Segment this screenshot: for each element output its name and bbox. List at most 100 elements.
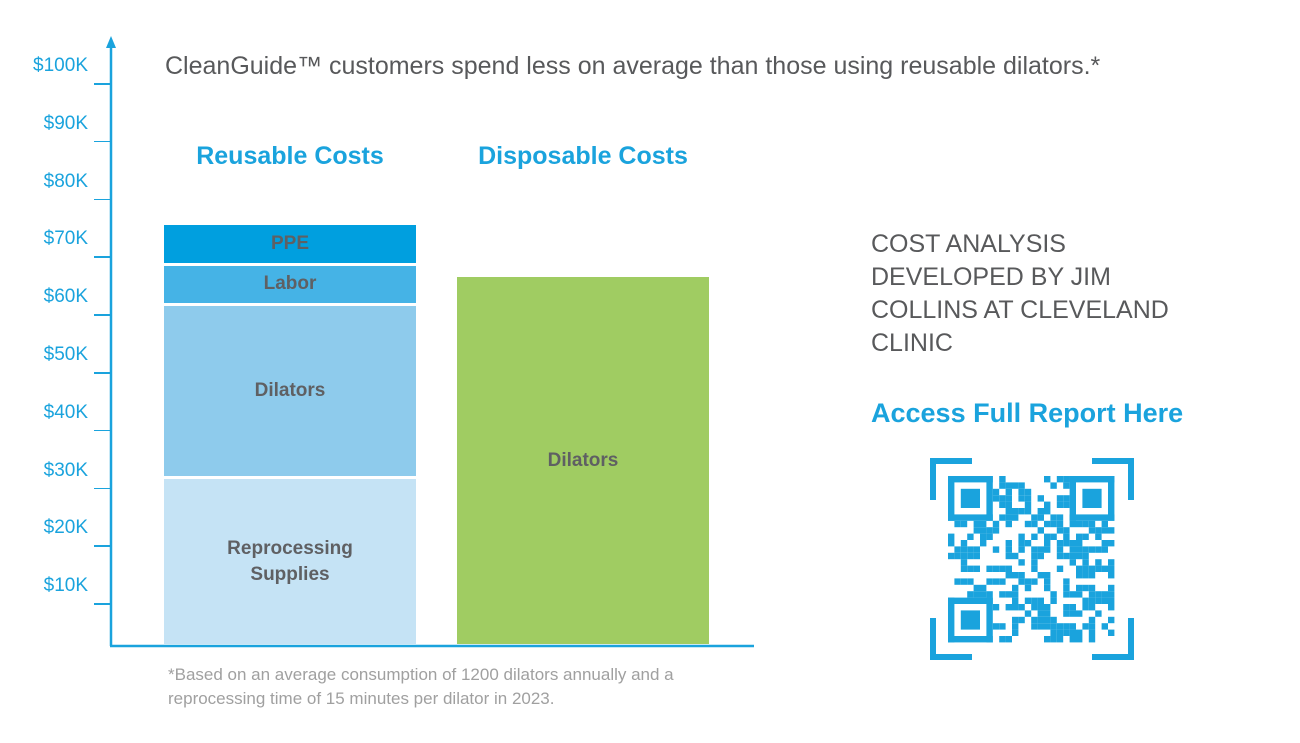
qr-module bbox=[1018, 578, 1025, 585]
qr-module bbox=[1063, 533, 1070, 540]
qr-finder bbox=[1082, 488, 1102, 508]
report-link[interactable]: Access Full Report Here bbox=[871, 398, 1184, 428]
qr-module bbox=[1018, 604, 1025, 611]
qr-module bbox=[1082, 533, 1089, 540]
chart-title: CleanGuide™ customers spend less on aver… bbox=[165, 52, 1101, 80]
qr-module bbox=[1012, 572, 1019, 579]
qr-module bbox=[1037, 546, 1044, 553]
y-tick bbox=[94, 314, 110, 316]
qr-module bbox=[960, 540, 968, 547]
qr-module bbox=[1031, 565, 1038, 572]
qr-module bbox=[1069, 540, 1076, 547]
y-tick-label: $10K bbox=[43, 575, 88, 597]
qr-module bbox=[1050, 629, 1057, 636]
qr-module bbox=[960, 546, 968, 553]
qr-module bbox=[967, 565, 974, 572]
y-tick-label: $100K bbox=[33, 55, 88, 76]
footnote: *Based on an average consumption of 1200… bbox=[168, 665, 674, 708]
qr-module bbox=[1012, 514, 1019, 521]
qr-module bbox=[1056, 520, 1064, 528]
qr-module bbox=[1005, 482, 1012, 489]
qr-module bbox=[1076, 552, 1083, 560]
qr-module bbox=[960, 559, 968, 566]
qr-module bbox=[1005, 540, 1012, 547]
qr-module bbox=[992, 488, 1000, 496]
qr-module bbox=[1050, 616, 1057, 624]
qr-module bbox=[1088, 591, 1096, 598]
qr-module bbox=[1031, 559, 1038, 566]
bar-segment: Dilators bbox=[457, 274, 709, 644]
qr-module bbox=[1088, 616, 1096, 624]
qr-module bbox=[1108, 565, 1115, 572]
qr-module bbox=[1063, 610, 1070, 617]
qr-module bbox=[1018, 572, 1025, 579]
qr-module bbox=[1012, 591, 1019, 598]
qr-module bbox=[1088, 584, 1096, 592]
qr-module bbox=[992, 520, 1000, 528]
qr-module bbox=[1044, 636, 1051, 643]
y-tick bbox=[94, 429, 110, 432]
qr-module bbox=[1076, 520, 1083, 528]
qr-module bbox=[1012, 629, 1019, 636]
qr-module bbox=[1044, 584, 1051, 592]
qr-module bbox=[1037, 527, 1044, 534]
qr-module bbox=[967, 578, 974, 585]
qr-module bbox=[1082, 552, 1089, 560]
qr-module bbox=[967, 546, 974, 553]
qr-module bbox=[1005, 572, 1012, 579]
qr-module bbox=[1076, 572, 1083, 579]
y-tick-label: $80K bbox=[43, 170, 88, 192]
qr-module bbox=[1037, 610, 1044, 617]
qr-code[interactable] bbox=[930, 458, 1134, 660]
qr-module bbox=[1050, 482, 1057, 489]
y-tick-label: $70K bbox=[43, 228, 88, 250]
qr-module bbox=[1018, 616, 1025, 624]
qr-module bbox=[986, 527, 993, 534]
qr-module bbox=[1044, 476, 1051, 483]
y-tick bbox=[94, 140, 110, 143]
qr-module bbox=[1095, 533, 1102, 540]
qr-module bbox=[1005, 552, 1012, 560]
qr-module bbox=[980, 591, 987, 598]
qr-module bbox=[973, 527, 980, 534]
qr-module bbox=[1056, 636, 1064, 643]
qr-module bbox=[1069, 552, 1076, 560]
qr-module bbox=[1012, 552, 1019, 560]
qr-module bbox=[1031, 520, 1038, 528]
qr-module bbox=[999, 482, 1006, 489]
qr-module bbox=[999, 578, 1006, 585]
qr-module bbox=[1108, 584, 1115, 592]
qr-module bbox=[1082, 572, 1089, 579]
qr-module bbox=[1076, 546, 1083, 553]
qr-module bbox=[1037, 604, 1044, 611]
qr-module bbox=[1050, 514, 1057, 521]
qr-module bbox=[1050, 623, 1057, 630]
y-tick-label: $20K bbox=[43, 517, 88, 539]
qr-module bbox=[1076, 636, 1083, 643]
qr-module bbox=[1076, 540, 1083, 547]
qr-module bbox=[1056, 565, 1064, 572]
qr-module bbox=[1101, 527, 1108, 534]
qr-module bbox=[1012, 482, 1019, 489]
qr-module bbox=[973, 552, 980, 560]
qr-module bbox=[1101, 540, 1108, 547]
qr-module bbox=[1031, 546, 1038, 553]
qr-module bbox=[1005, 591, 1012, 598]
y-tick-label: $40K bbox=[43, 401, 88, 423]
y-tick bbox=[94, 372, 110, 374]
qr-module bbox=[986, 533, 993, 540]
qr-bracket bbox=[1092, 458, 1134, 464]
qr-module bbox=[999, 514, 1006, 521]
qr-module bbox=[1018, 540, 1025, 547]
qr-module bbox=[1069, 591, 1076, 598]
qr-module bbox=[1056, 527, 1064, 534]
qr-module bbox=[1101, 546, 1108, 553]
qr-module bbox=[1056, 514, 1064, 521]
y-tick bbox=[94, 603, 110, 605]
qr-module bbox=[960, 578, 968, 585]
qr-module bbox=[1088, 527, 1096, 534]
qr-module bbox=[1101, 623, 1108, 630]
qr-module bbox=[1005, 520, 1012, 528]
qr-module bbox=[1012, 616, 1019, 624]
qr-module bbox=[1063, 629, 1070, 636]
